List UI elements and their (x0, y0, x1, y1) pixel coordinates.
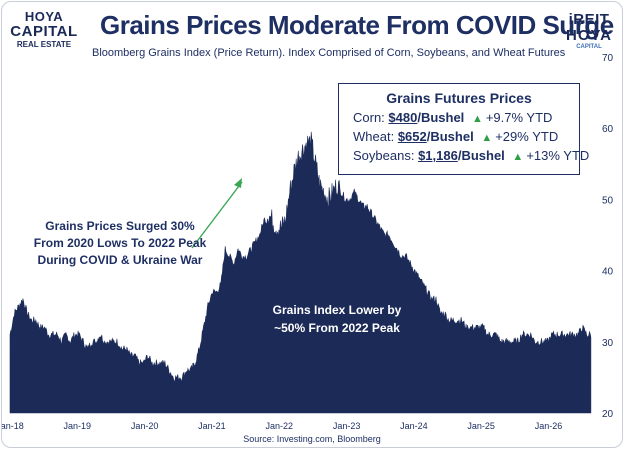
futures-row-unit: /Bushel (457, 148, 505, 163)
hoya-capital-logo: HOYA CAPITAL REAL ESTATE (8, 10, 80, 62)
up-triangle-icon: ▲ (481, 132, 493, 144)
futures-row-change: +13% YTD (526, 148, 590, 163)
futures-row-change: +9.7% YTD (485, 110, 553, 125)
y-tick-label: 70 (602, 53, 614, 64)
ireit-hoya-logo: iREIT HOYA CAPITAL (558, 12, 620, 51)
futures-row-unit: /Bushel (417, 110, 465, 125)
futures-row-label: Soybeans: (353, 148, 415, 163)
annotation-arrow-line (191, 181, 243, 249)
y-tick-label: 20 (602, 409, 614, 420)
futures-row-soybeans: Soybeans: $1,186/Bushel ▲ +13% YTD (339, 148, 589, 163)
logo-right-line2: HOYA (566, 27, 612, 44)
x-tick-label: Jan-26 (535, 421, 563, 431)
annotation-arrow-head (234, 178, 242, 188)
logo-left-line3: REAL ESTATE (16, 40, 72, 49)
x-tick-label: Jan-24 (400, 421, 428, 431)
chart-source: Source: Investing.com, Bloomberg (243, 434, 381, 444)
futures-row-price: $480 (388, 110, 418, 125)
y-tick-label: 40 (602, 267, 614, 278)
x-tick-label: Jan-21 (198, 421, 226, 431)
x-tick-label: Jan-20 (131, 421, 159, 431)
annotation-decline: Grains Index Lower by ~50% From 2022 Pea… (272, 303, 402, 335)
annotation-surge: Grains Prices Surged 30% From 2020 Lows … (33, 219, 207, 267)
logo-right-line1: iREIT (568, 11, 610, 28)
up-triangle-icon: ▲ (512, 151, 524, 163)
x-tick-label: Jan-19 (64, 421, 92, 431)
x-tick-label: Jan-18 (2, 421, 24, 431)
futures-row-price: $1,186 (418, 148, 458, 163)
x-tick-label: Jan-22 (266, 421, 294, 431)
futures-row-corn: Corn: $480/Bushel ▲ +9.7% YTD (339, 110, 579, 125)
futures-row-label: Wheat: (353, 129, 395, 144)
chart-title: Grains Prices Moderate From COVID Surge (100, 10, 614, 40)
logo-right-line3: CAPITAL (576, 44, 602, 50)
futures-box-title: Grains Futures Prices (386, 90, 532, 106)
futures-row-price: $652 (397, 129, 427, 144)
futures-row-label: Corn: (353, 110, 385, 125)
grains-index-area (9, 131, 592, 414)
futures-row-change: +29% YTD (495, 129, 559, 144)
logo-left-line2: CAPITAL (10, 23, 78, 40)
y-tick-label: 50 (602, 195, 614, 206)
futures-row-wheat: Wheat: $652/Bushel ▲ +29% YTD (339, 129, 579, 144)
logo-left-line1: HOYA (24, 9, 64, 24)
futures-prices-box: Grains Futures Prices Corn: $480/Bushel … (338, 83, 589, 175)
futures-row-unit: /Bushel (426, 129, 474, 144)
chart-subtitle: Bloomberg Grains Index (Price Return). I… (92, 47, 566, 59)
y-tick-label: 60 (602, 124, 614, 135)
x-tick-label: Jan-25 (467, 421, 495, 431)
x-tick-label: Jan-23 (333, 421, 361, 431)
y-tick-label: 30 (602, 338, 614, 349)
up-triangle-icon: ▲ (471, 113, 483, 125)
